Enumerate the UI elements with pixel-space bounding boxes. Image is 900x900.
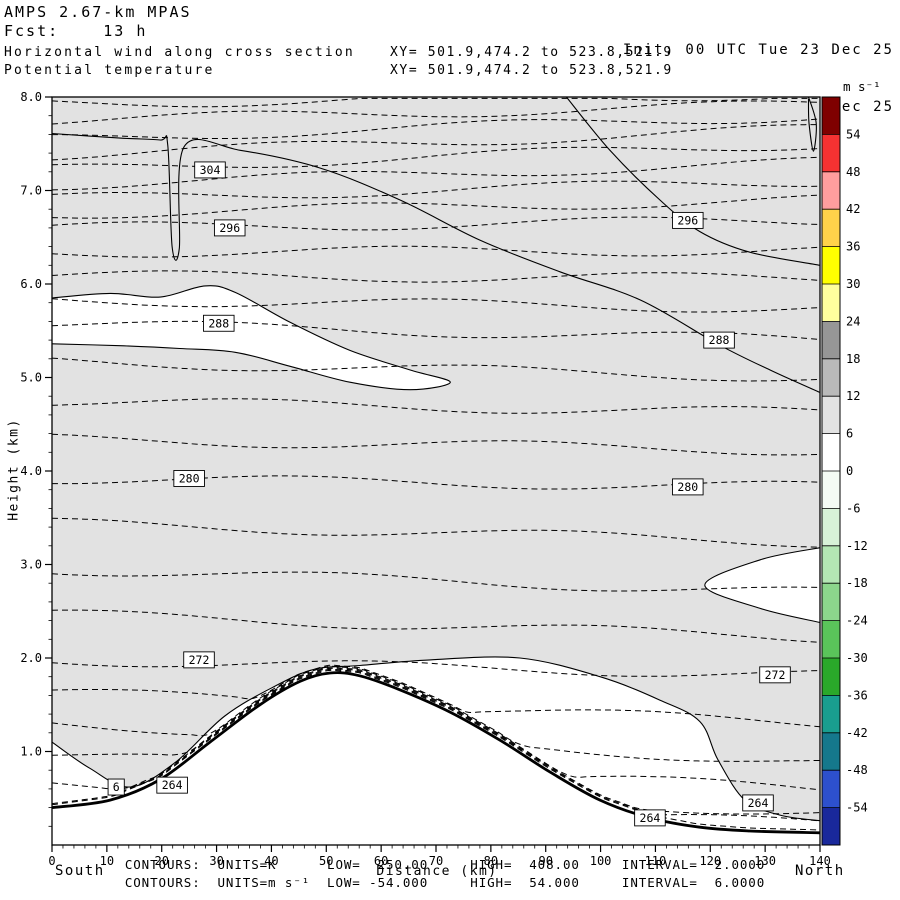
svg-text:264: 264 (640, 811, 661, 825)
x-axis-title: Distance (km) (376, 864, 498, 879)
forecast-hour-label: Fcst: 13 h (4, 22, 148, 40)
svg-text:100: 100 (590, 854, 612, 868)
svg-text:130: 130 (754, 854, 776, 868)
svg-text:8.0: 8.0 (20, 90, 42, 104)
svg-text:264: 264 (748, 796, 769, 810)
svg-text:-24: -24 (846, 614, 868, 628)
svg-text:-48: -48 (846, 763, 868, 777)
svg-text:296: 296 (677, 213, 698, 227)
init-time: Init: 00 UTC Tue 23 Dec 25 (622, 42, 894, 58)
svg-text:3.0: 3.0 (20, 558, 42, 572)
svg-text:6: 6 (846, 427, 853, 441)
terrain-line (52, 671, 820, 835)
svg-text:10: 10 (100, 854, 114, 868)
contour-info-wind: CONTOURS: UNITS=m s⁻¹ LOW= -54.000 HIGH=… (124, 875, 766, 890)
svg-text:60: 60 (374, 854, 388, 868)
svg-text:36: 36 (846, 240, 860, 254)
svg-text:288: 288 (208, 316, 229, 330)
svg-text:24: 24 (846, 314, 860, 328)
svg-text:120: 120 (699, 854, 721, 868)
theta-contours (52, 97, 820, 831)
svg-text:18: 18 (846, 352, 860, 366)
svg-text:2.0: 2.0 (20, 651, 42, 665)
svg-text:-12: -12 (846, 539, 868, 553)
south-end-label: South (55, 863, 105, 879)
y-axis-ticks: 8.0 7.0 6.0 5.0 4.0 3.0 2.0 1.0 (20, 90, 52, 827)
svg-text:280: 280 (179, 471, 200, 485)
svg-text:-42: -42 (846, 726, 868, 740)
svg-text:30: 30 (209, 854, 223, 868)
svg-text:70: 70 (429, 854, 443, 868)
svg-text:4.0: 4.0 (20, 464, 42, 478)
svg-text:-54: -54 (846, 801, 868, 815)
svg-text:6.0: 6.0 (20, 277, 42, 291)
svg-text:6: 6 (113, 780, 120, 794)
svg-text:7.0: 7.0 (20, 184, 42, 198)
svg-text:-18: -18 (846, 576, 868, 590)
field1-xy-label: XY= 501.9,474.2 to 523.8,521.9 (390, 45, 673, 60)
svg-text:54: 54 (846, 127, 860, 141)
svg-text:-36: -36 (846, 688, 868, 702)
svg-text:40: 40 (264, 854, 278, 868)
wind-white-regions (52, 285, 820, 845)
svg-text:48: 48 (846, 165, 860, 179)
svg-text:50: 50 (319, 854, 333, 868)
svg-text:140: 140 (809, 854, 831, 868)
svg-text:288: 288 (709, 333, 730, 347)
svg-text:110: 110 (645, 854, 667, 868)
svg-text:-6: -6 (846, 501, 860, 515)
model-title: AMPS 2.67-km MPAS (4, 3, 192, 21)
svg-text:304: 304 (200, 163, 221, 177)
colorbar: 54 48 42 36 30 24 18 12 6 0 -6 -12 -18 -24 -30 -36 -42 -4… (821, 96, 868, 846)
svg-text:30: 30 (846, 277, 860, 291)
svg-text:42: 42 (846, 202, 860, 216)
svg-text:-30: -30 (846, 651, 868, 665)
field2-xy-label: XY= 501.9,474.2 to 523.8,521.9 (390, 63, 673, 78)
svg-text:80: 80 (484, 854, 498, 868)
svg-text:1.0: 1.0 (20, 745, 42, 759)
svg-text:280: 280 (677, 480, 698, 494)
contour-info-theta: CONTOURS: UNITS=K LOW= 250.00 HIGH= 408.… (124, 857, 766, 872)
svg-text:0: 0 (48, 854, 55, 868)
svg-text:5.0: 5.0 (20, 371, 42, 385)
svg-text:296: 296 (219, 221, 240, 235)
colorbar-units-label: m s⁻¹ (843, 79, 881, 94)
field2-label: Potential temperature (4, 63, 215, 78)
plot-area: 304 296 296 288 288 280 280 272 272 264 264 264 6 (52, 97, 820, 845)
svg-text:90: 90 (538, 854, 552, 868)
svg-text:272: 272 (189, 653, 210, 667)
svg-text:264: 264 (162, 778, 183, 792)
svg-text:12: 12 (846, 389, 860, 403)
north-end-label: North (795, 863, 845, 879)
x-axis-ticks: 0 10 20 30 40 50 60 70 80 90 100 110 120 130 140 (48, 845, 831, 868)
contour-labels: 304 296 296 288 288 280 280 272 272 264 264 264 6 (107, 161, 791, 827)
field1-label: Horizontal wind along cross section (4, 45, 355, 60)
svg-text:0: 0 (846, 464, 853, 478)
svg-text:20: 20 (154, 854, 168, 868)
y-axis-title: Height (km) (6, 418, 22, 521)
svg-text:272: 272 (765, 668, 786, 682)
